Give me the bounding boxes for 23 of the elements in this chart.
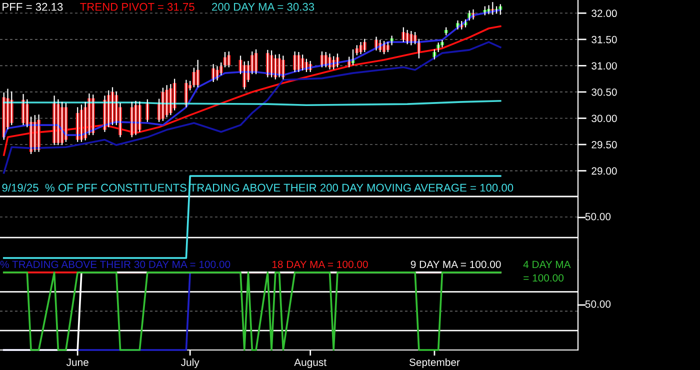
y-tick-label: 32.00 [592, 10, 617, 18]
chart-title: PFF = 32.13 [2, 2, 63, 11]
x-tick-label: August [294, 358, 326, 368]
text: TREND PIVOT = 31.75 [80, 2, 194, 11]
line-series [2, 41, 502, 174]
y-tick-label: 30.00 [592, 114, 617, 122]
text: 50.00 [585, 212, 611, 220]
text: 50.00 [585, 300, 611, 308]
y-tick-label: 29.00 [592, 167, 617, 175]
y-tick-label: 29.50 [592, 141, 617, 148]
line-series [2, 25, 502, 156]
y-tick-label: 30.50 [592, 88, 617, 96]
text: 9/19/25 % OF PFF CONSTITUENTS TRADING ABOVE THEIR 200 DAY MOVING AVERAGE = 100.00 [2, 184, 514, 192]
y-tick-label: 31.00 [592, 62, 617, 70]
text: 4 DAY MA = 100.00 [523, 260, 571, 282]
series-label: 18 DAY MA = 100.00 [272, 260, 368, 268]
series-label: 9 DAY MA = 100.00 [410, 260, 501, 268]
text: 200 DAY MA = 30.33 [212, 2, 314, 11]
x-tick-label: September [409, 358, 460, 368]
x-tick-label: July [180, 358, 200, 368]
series-label: % TRADING ABOVE THEIR 30 DAY MA = 100.00 [0, 260, 230, 268]
y-tick-label: 31.50 [592, 36, 617, 44]
x-tick-label: June [66, 358, 88, 366]
